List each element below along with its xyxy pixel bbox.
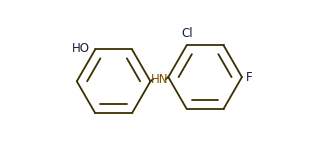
Text: F: F [246, 71, 253, 84]
Text: HO: HO [72, 42, 90, 55]
Text: HN: HN [151, 73, 168, 86]
Text: Cl: Cl [181, 27, 192, 40]
